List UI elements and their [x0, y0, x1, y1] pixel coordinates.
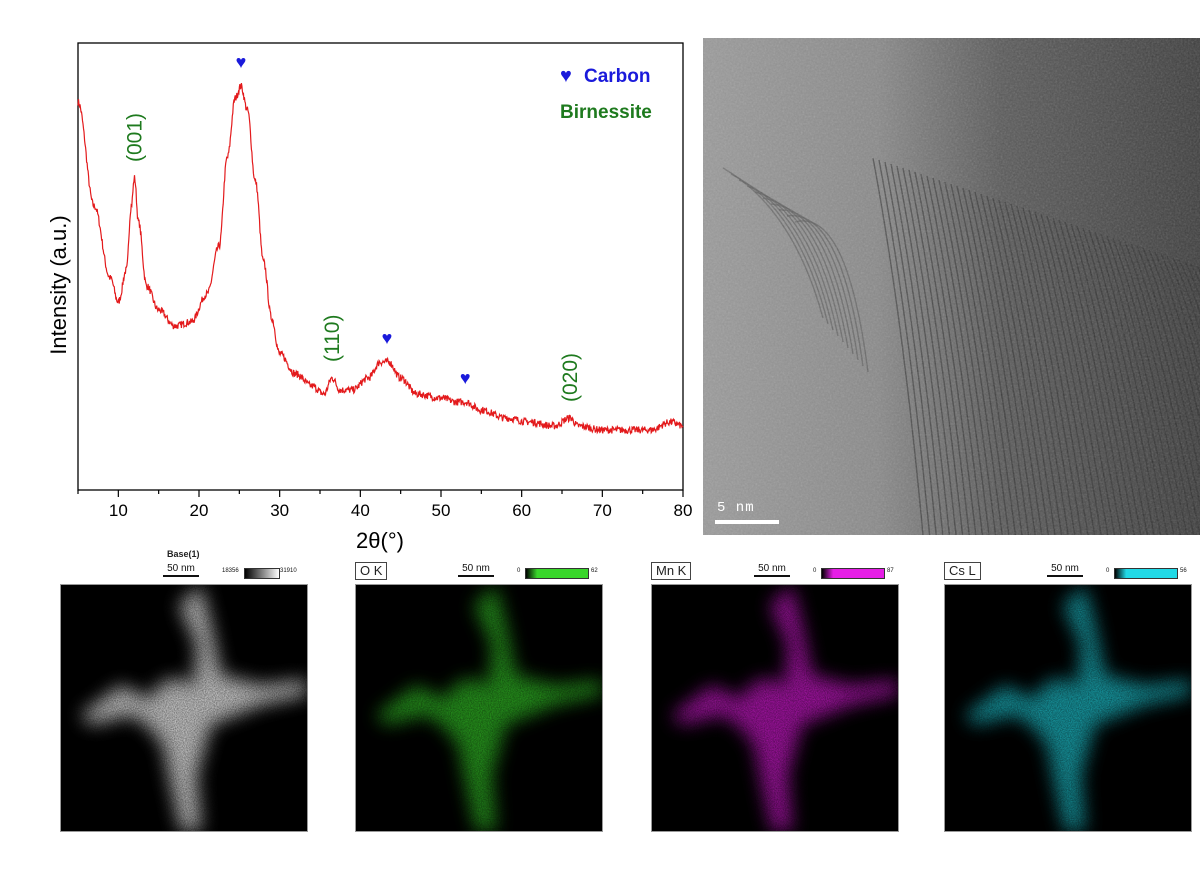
- legend-carbon-label: Carbon: [584, 66, 651, 87]
- map-header: Base(1) 50 nm 18356 31910: [58, 546, 318, 584]
- eds-map-image: [651, 584, 899, 832]
- carbon-heart-icon: ♥: [460, 368, 471, 388]
- x-axis-title: 2θ(°): [356, 528, 404, 553]
- eds-map-image: [944, 584, 1192, 832]
- map-colorbar: [1114, 568, 1178, 579]
- x-tick-label: 20: [190, 501, 209, 520]
- x-tick-label: 10: [109, 501, 128, 520]
- x-tick-label: 80: [674, 501, 693, 520]
- map-scale-line: [754, 575, 790, 577]
- hrtem-texture: [703, 38, 1200, 535]
- map-header: Cs L 50 nm 0 56: [942, 560, 1200, 584]
- x-tick-label: 30: [270, 501, 289, 520]
- colorbar-max-label: 87: [887, 568, 894, 574]
- map-title: Cs L: [944, 562, 981, 580]
- peak-label: (001): [123, 113, 146, 162]
- colorbar-min-label: 0: [813, 568, 817, 574]
- map-colorbar: [821, 568, 885, 579]
- eds-map-image: [60, 584, 308, 832]
- x-tick-label: 70: [593, 501, 612, 520]
- hrtem-image: 5 nm: [703, 38, 1200, 535]
- colorbar-min-label: 18356: [222, 568, 239, 574]
- map-scale-label: 50 nm: [1051, 563, 1079, 574]
- colorbar-max-label: 56: [1180, 568, 1187, 574]
- map-scale-line: [458, 575, 494, 577]
- x-tick-label: 60: [512, 501, 531, 520]
- colorbar-min-label: 0: [1106, 568, 1110, 574]
- tem-scale-label: 5 nm: [717, 500, 755, 516]
- colorbar-max-label: 31910: [280, 568, 297, 574]
- y-axis-title: Intensity (a.u.): [46, 215, 71, 354]
- map-header: Mn K 50 nm 0 87: [649, 560, 909, 584]
- x-tick-label: 50: [432, 501, 451, 520]
- x-axis-ticks: 10 20 30 40 50 60 70 80: [77, 490, 693, 520]
- eds-map-panel: Mn K 50 nm 0 87: [649, 560, 909, 835]
- colorbar-min-label: 0: [517, 568, 521, 574]
- map-title: Mn K: [651, 562, 692, 580]
- legend-birnessite-label: Birnessite: [560, 102, 652, 123]
- carbon-heart-icon: ♥: [382, 328, 393, 348]
- map-title: Base(1): [163, 546, 204, 562]
- peak-labels: (001) (110) (020): [123, 113, 582, 402]
- tem-scale-bar: [715, 520, 779, 524]
- map-title: O K: [355, 562, 388, 580]
- map-scale-bar: 50 nm: [458, 563, 494, 577]
- map-scale-line: [1047, 575, 1083, 577]
- map-scale-bar: 50 nm: [163, 563, 199, 577]
- peak-markers: ♥ ♥ ♥: [236, 52, 471, 388]
- map-scale-bar: 50 nm: [754, 563, 790, 577]
- map-scale-bar: 50 nm: [1047, 563, 1083, 577]
- map-scale-line: [163, 575, 199, 577]
- carbon-heart-icon: ♥: [236, 52, 247, 72]
- map-scale-label: 50 nm: [462, 563, 490, 574]
- map-scale-label: 50 nm: [758, 563, 786, 574]
- map-colorbar: [244, 568, 280, 579]
- plot-frame: [77, 42, 684, 491]
- eds-map-panel: Cs L 50 nm 0 56: [942, 560, 1200, 835]
- series-line: [77, 82, 684, 436]
- peak-label: (020): [559, 353, 582, 402]
- legend: ♥ Carbon Birnessite: [560, 65, 652, 123]
- peak-label: (110): [321, 315, 344, 362]
- x-tick-label: 40: [351, 501, 370, 520]
- eds-map-panel: Base(1) 50 nm 18356 31910: [58, 546, 318, 835]
- colorbar-max-label: 62: [591, 568, 598, 574]
- map-scale-label: 50 nm: [167, 563, 195, 574]
- xrd-chart: 10 20 30 40 50 60 70 80 (001) (110) (020) ♥ ♥ ♥ Int…: [46, 42, 693, 553]
- eds-map-image: [355, 584, 603, 832]
- map-colorbar: [525, 568, 589, 579]
- map-header: O K 50 nm 0 62: [353, 560, 613, 584]
- legend-carbon-icon: ♥: [560, 65, 572, 87]
- eds-map-panel: O K 50 nm 0 62: [353, 560, 613, 835]
